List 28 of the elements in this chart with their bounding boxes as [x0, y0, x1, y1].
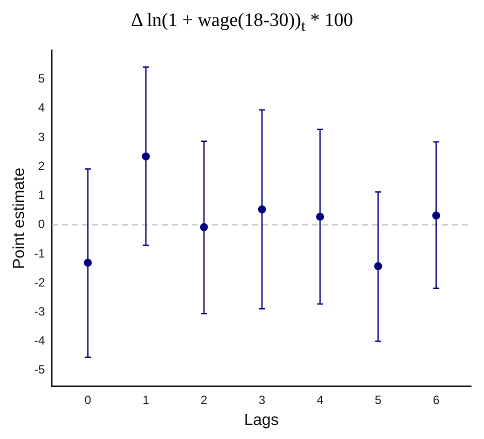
y-tick-label: 3 — [38, 130, 46, 144]
point — [142, 152, 150, 160]
point — [84, 258, 92, 267]
y-tick-label: -1 — [34, 246, 46, 260]
x-tick-label: 4 — [316, 392, 324, 407]
y-tick-label: 0 — [38, 217, 46, 232]
x-tick-label: 5 — [374, 392, 382, 407]
chart-title: Δ ln(1 + wage(18-30))$_{t}$ * 100 — [130, 9, 354, 37]
y-tick-label: -5 — [34, 362, 46, 377]
point — [316, 212, 324, 221]
y-tick-label: 5 — [38, 72, 46, 86]
point — [432, 212, 440, 220]
y-tick-label: -3 — [34, 304, 46, 318]
y-axis-title: Point estimate — [11, 168, 28, 269]
point — [374, 262, 382, 270]
y-tick-label: -4 — [34, 334, 46, 348]
y-tick-label: 2 — [38, 158, 46, 173]
point — [258, 205, 266, 214]
x-tick-label: 0 — [84, 392, 92, 407]
x-tick-label: 1 — [142, 392, 150, 407]
y-tick-label: 4 — [38, 100, 46, 115]
x-tick-label: 3 — [258, 392, 266, 407]
x-tick-label: 2 — [200, 392, 208, 407]
y-tick-label: -2 — [34, 275, 46, 290]
x-axis-title: Lags — [244, 412, 279, 429]
y-tick-label: 1 — [38, 188, 46, 202]
x-tick-label: 6 — [432, 392, 440, 407]
point — [200, 223, 208, 232]
